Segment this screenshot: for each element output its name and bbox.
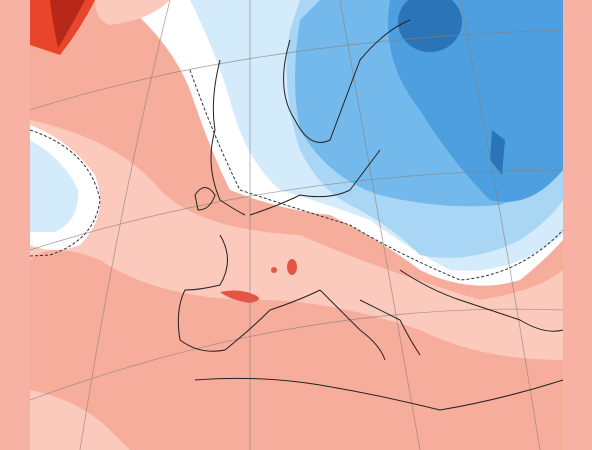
graticule	[29, 308, 564, 401]
graticule	[459, 0, 541, 450]
coastline	[194, 377, 564, 411]
warm-spot	[271, 267, 277, 273]
contour	[189, 69, 564, 281]
light-anomaly-zone	[30, 390, 130, 450]
coastline	[177, 234, 321, 352]
coastline	[399, 269, 564, 332]
graticule	[29, 29, 564, 111]
coastline	[319, 289, 421, 361]
light-anomaly-zone	[95, 0, 170, 25]
warm-spot	[287, 259, 297, 275]
light-anomaly-zone	[30, 120, 563, 360]
strong-warm-core	[50, 0, 85, 48]
warm-spot	[220, 290, 259, 303]
coastline	[249, 149, 381, 216]
coastline	[283, 19, 411, 143]
strong-cold-core	[490, 130, 505, 175]
cold-anomaly-zone	[30, 140, 79, 232]
coastline	[194, 187, 216, 211]
coastline	[210, 59, 246, 216]
graticule	[29, 169, 564, 251]
contour	[29, 129, 101, 257]
graticule	[79, 0, 171, 450]
